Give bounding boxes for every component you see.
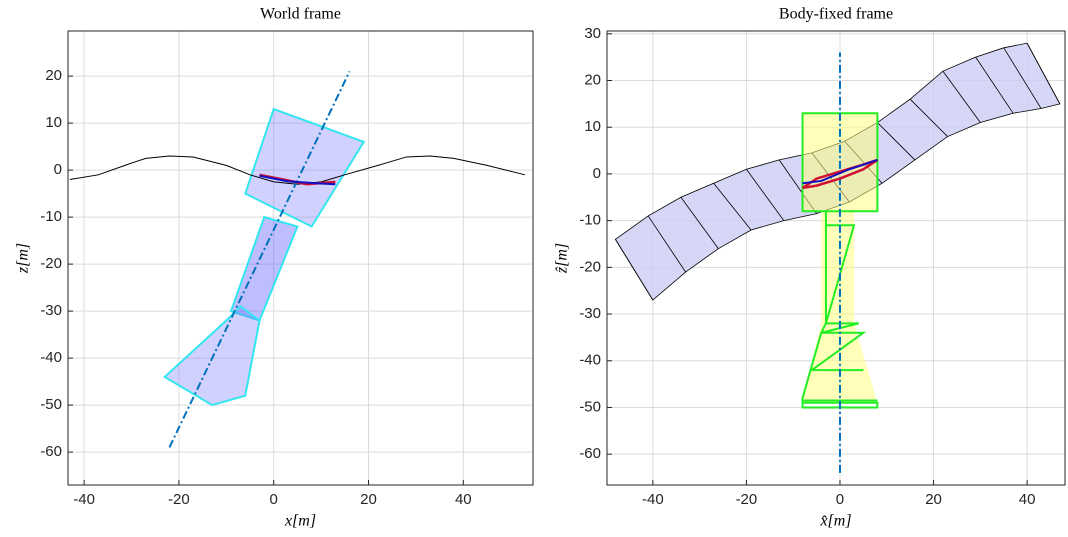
- structure: [244, 107, 366, 228]
- chart-title: Body-fixed frame: [779, 6, 893, 23]
- y-tick-label: -50: [40, 396, 62, 413]
- x-tick-label: 20: [360, 491, 377, 508]
- data-layer: [69, 70, 526, 448]
- x-tick-label: 0: [270, 491, 278, 508]
- y-axis-label: z[m]: [15, 243, 32, 274]
- hatch-line: [647, 215, 686, 273]
- hatch-line: [909, 98, 948, 137]
- y-tick-label: -60: [40, 443, 62, 460]
- plot: -40 -20 0 20 40 -60 -50 -40 -30 -20 -10 0 10 20 World …: [15, 6, 534, 530]
- hatch-line: [1026, 42, 1061, 105]
- line-series: [259, 174, 336, 186]
- x-tick-label: -20: [168, 491, 190, 508]
- line-series: [802, 158, 878, 185]
- x-tick-label: -40: [73, 491, 95, 508]
- y-tick-label: 0: [54, 161, 62, 178]
- y-tick-label: 10: [584, 118, 601, 135]
- y-tick-label: 0: [593, 165, 601, 182]
- x-tick-label: -20: [736, 491, 758, 508]
- line-series: [69, 155, 526, 185]
- x-tick-label: 40: [455, 491, 472, 508]
- plot: -40 -20 0 20 40 -60 -50 -40 -30 -20 -10 0 10 20 30 Body…: [554, 6, 1066, 530]
- structure: [163, 305, 261, 407]
- hatch-line: [942, 70, 981, 123]
- y-tick-label: -20: [579, 258, 601, 275]
- y-tick-label: 30: [584, 25, 601, 42]
- hatch-line: [1003, 47, 1042, 109]
- y-tick-label: -30: [40, 302, 62, 319]
- y-tick-label: 20: [45, 67, 62, 84]
- y-tick-label: 20: [584, 71, 601, 88]
- y-axis-label: ẑ[m]: [554, 243, 571, 274]
- x-tick-label: -40: [642, 491, 664, 508]
- y-tick-label: -20: [40, 255, 62, 272]
- y-tick-label: -40: [579, 352, 601, 369]
- y-tick-label: -30: [579, 305, 601, 322]
- x-axis-label: x[m]: [284, 513, 316, 530]
- hatch-line: [713, 183, 752, 231]
- line-series: [168, 70, 351, 448]
- data-layer: [614, 42, 1061, 473]
- x-tick-label: 0: [836, 491, 844, 508]
- y-tick-label: -10: [579, 212, 601, 229]
- hatch-line: [615, 239, 654, 301]
- hatch-line: [877, 122, 916, 161]
- y-tick-label: -50: [579, 398, 601, 415]
- x-tick-label: 40: [1019, 491, 1036, 508]
- hatch-line: [746, 169, 785, 221]
- x-tick-label: 20: [925, 491, 942, 508]
- hatch-line: [975, 56, 1014, 114]
- y-tick-label: -10: [40, 208, 62, 225]
- plot-area: [68, 31, 533, 485]
- y-tick-label: -60: [579, 445, 601, 462]
- y-tick-label: -40: [40, 349, 62, 366]
- x-axis-label: x̂[m]: [819, 513, 851, 530]
- y-tick-label: 10: [45, 114, 62, 131]
- chart-title: World frame: [260, 6, 341, 23]
- hatch-line: [680, 197, 719, 249]
- axes-box: [67, 30, 534, 486]
- axes-box: [606, 30, 1066, 486]
